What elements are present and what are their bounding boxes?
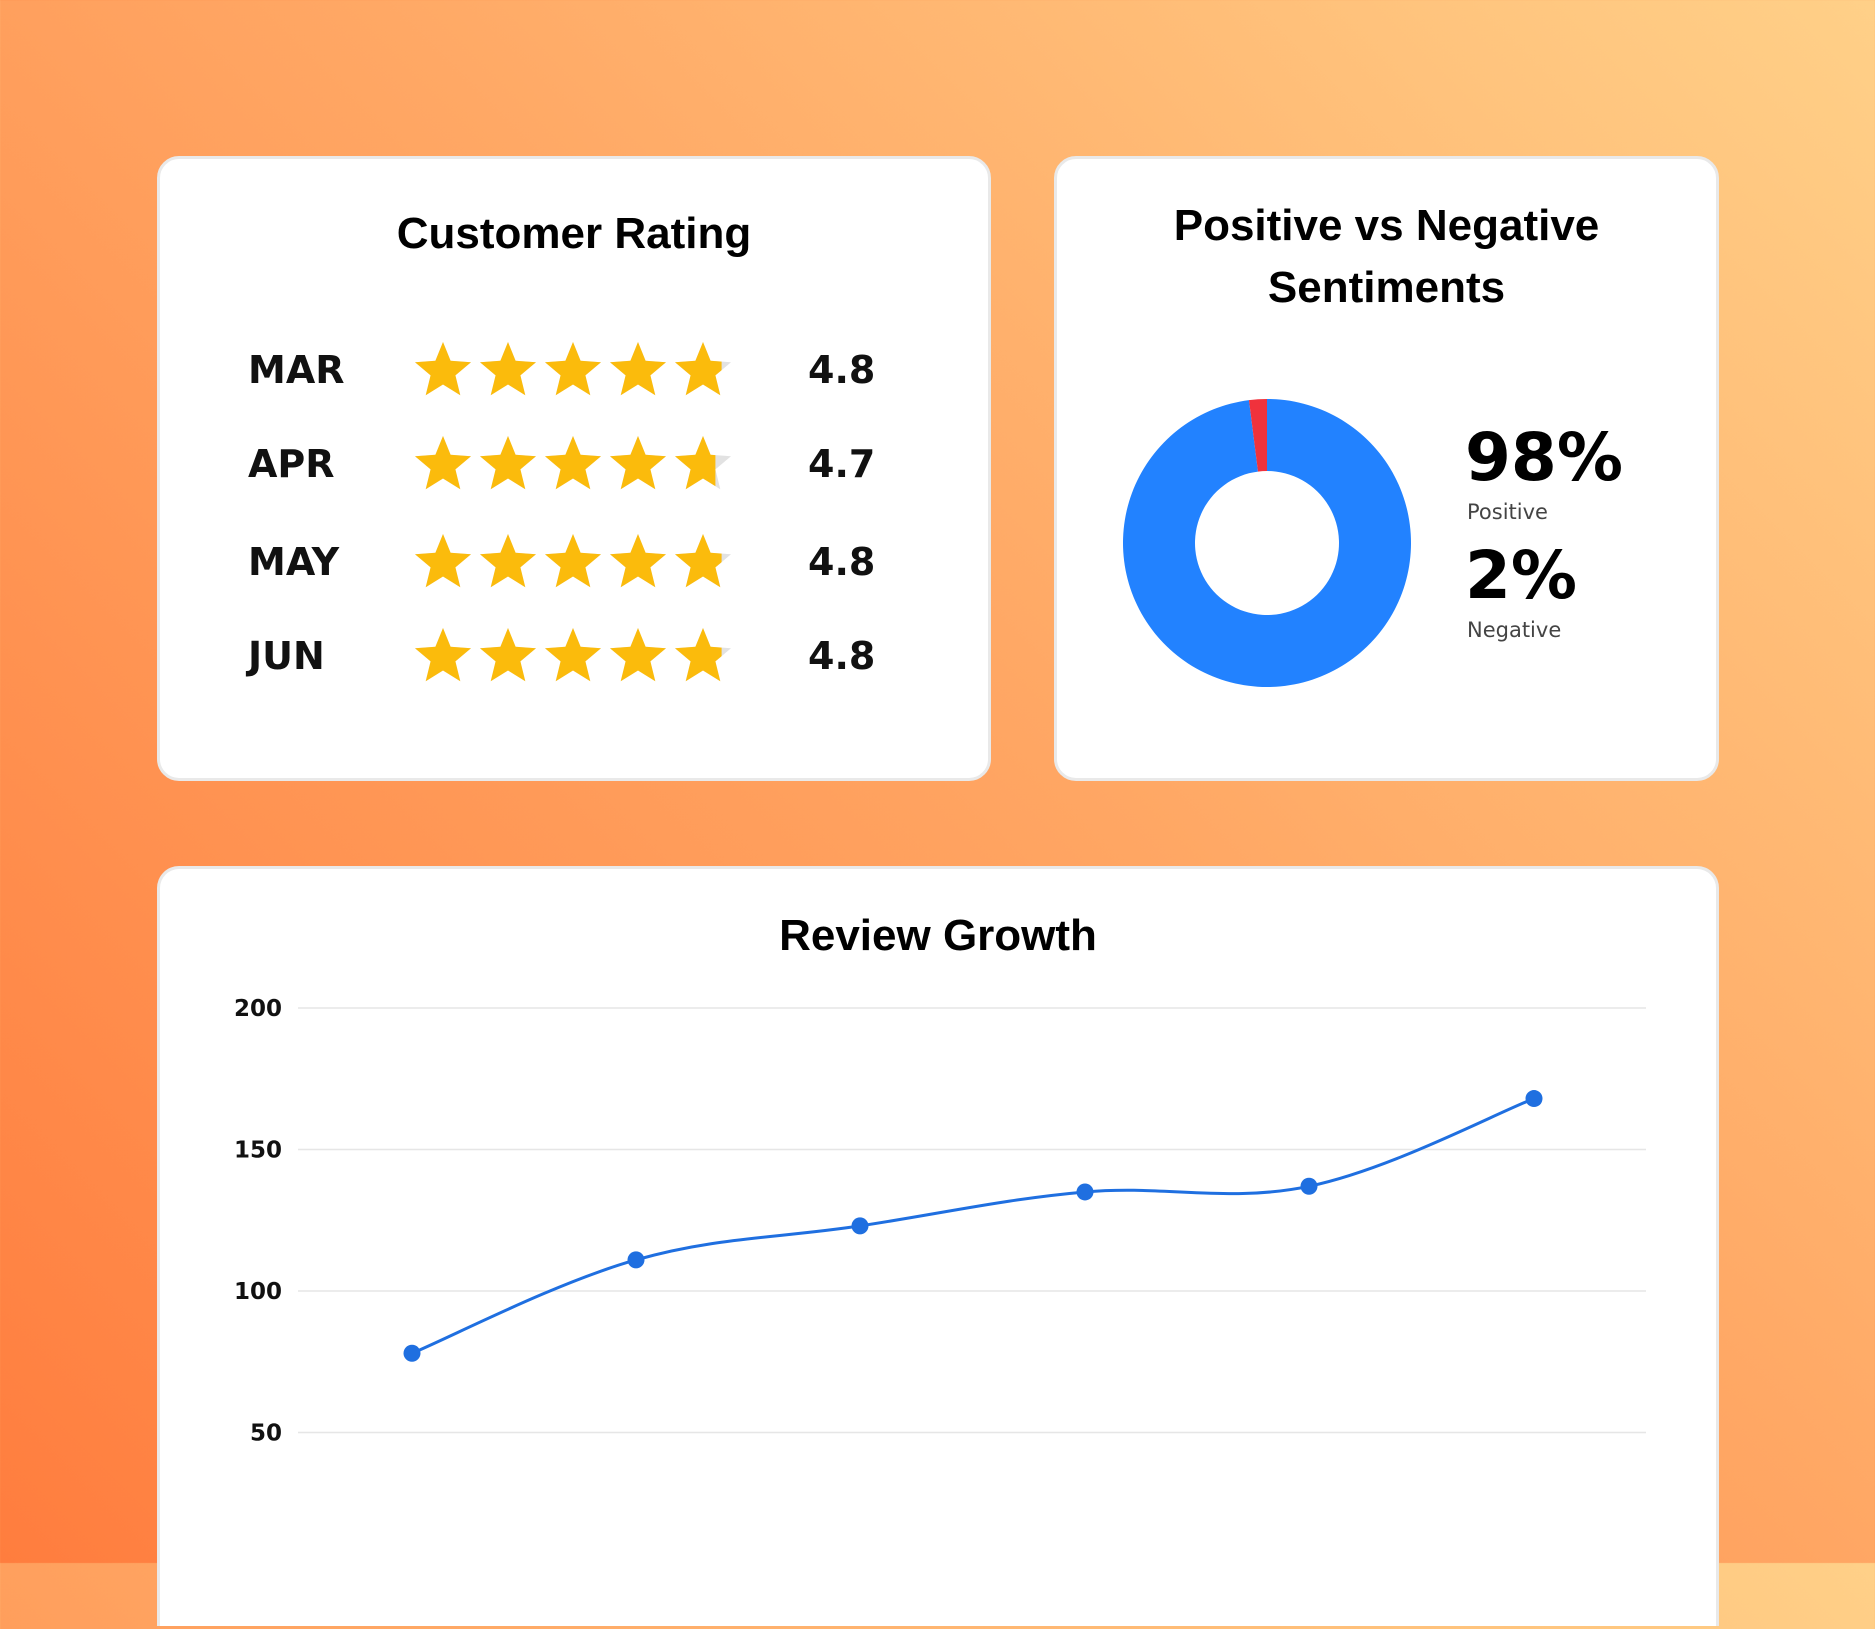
star-icon	[675, 628, 731, 682]
review-growth-title: Review Growth	[779, 911, 1097, 960]
star-icon	[415, 534, 471, 588]
data-point	[851, 1217, 869, 1235]
rating-row-mar: MAR 4.8	[160, 335, 988, 405]
star-rating	[412, 339, 737, 401]
rating-score: 4.8	[808, 634, 876, 678]
rating-month-label: MAY	[248, 540, 340, 584]
customer-rating-card: Customer Rating MAR 4.8 APR 4.7 MAY 4.8 JUN 4.8	[157, 156, 991, 781]
star-icon	[545, 534, 601, 588]
sentiment-donut-chart	[1123, 399, 1411, 687]
star-icon	[415, 342, 471, 396]
star-icon	[675, 342, 731, 396]
star-icon	[480, 436, 536, 490]
donut-slice-positive	[1123, 399, 1411, 687]
star-icon	[545, 436, 601, 490]
rating-row-apr: APR 4.7	[160, 429, 988, 499]
sentiment-card: Positive vs Negative Sentiments 98% Posi…	[1054, 156, 1719, 781]
star-icon	[545, 342, 601, 396]
rating-row-jun: JUN 4.8	[160, 621, 988, 691]
data-point	[1076, 1183, 1094, 1201]
star-icon	[480, 534, 536, 588]
y-tick-label: 150	[234, 1138, 282, 1164]
review-growth-card: Review Growth 50 100 150 200	[157, 866, 1719, 1626]
rating-month-label: MAR	[248, 348, 345, 392]
star-icon	[545, 628, 601, 682]
series-line	[411, 1097, 1535, 1355]
y-tick-label: 50	[250, 1421, 282, 1447]
star-icon	[610, 534, 666, 588]
customer-rating-title: Customer Rating	[396, 209, 752, 258]
star-icon	[415, 628, 471, 682]
negative-percent: 2%	[1465, 537, 1578, 614]
star-icon	[675, 534, 731, 588]
data-point	[627, 1251, 645, 1269]
positive-percent: 98%	[1465, 419, 1623, 496]
rating-month-label: APR	[248, 442, 335, 486]
rating-score: 4.8	[808, 348, 876, 392]
data-point	[403, 1344, 421, 1362]
data-point	[1525, 1090, 1543, 1108]
data-point	[1300, 1177, 1318, 1195]
star-rating	[412, 531, 737, 593]
star-icon	[610, 628, 666, 682]
star-rating	[412, 625, 737, 687]
donut-slice-negative	[1248, 399, 1267, 472]
rating-row-may: MAY 4.8	[160, 527, 988, 597]
y-tick-label: 200	[234, 996, 282, 1022]
star-icon	[610, 342, 666, 396]
y-tick-label: 100	[234, 1279, 282, 1305]
positive-label: Positive	[1467, 500, 1548, 524]
review-growth-line-chart: 50 100 150 200	[234, 996, 1646, 1447]
star-rating	[412, 433, 737, 495]
star-icon	[415, 436, 471, 490]
rating-score: 4.8	[808, 540, 876, 584]
star-icon	[480, 628, 536, 682]
sentiment-title-line1: Positive vs Negative	[1173, 201, 1600, 250]
sentiment-title-line2: Sentiments	[1267, 263, 1506, 312]
star-icon	[610, 436, 666, 490]
star-icon	[675, 436, 731, 490]
rating-score: 4.7	[808, 442, 876, 486]
star-icon	[480, 342, 536, 396]
negative-label: Negative	[1467, 618, 1562, 642]
rating-month-label: JUN	[248, 634, 325, 678]
